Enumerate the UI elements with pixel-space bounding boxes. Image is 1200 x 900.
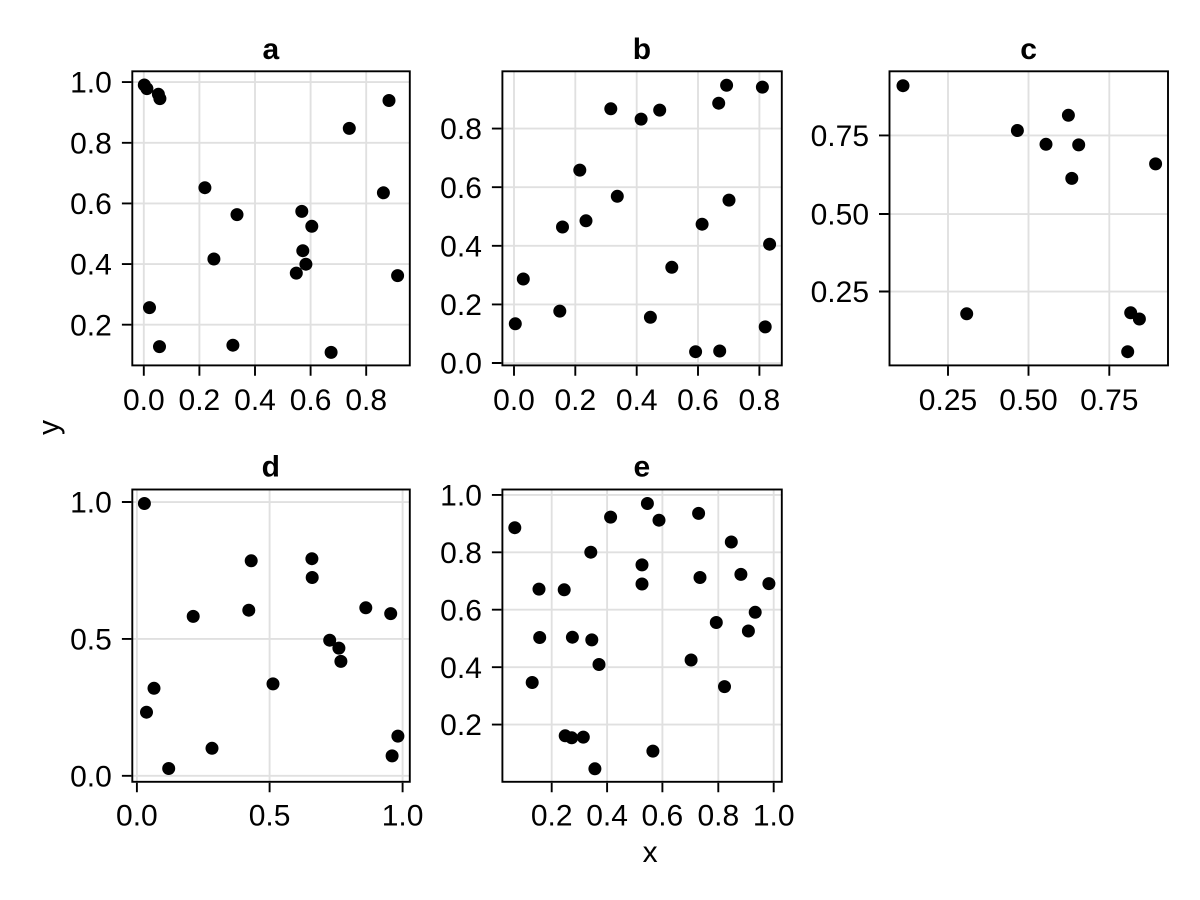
svg-text:d: d [262, 451, 280, 484]
svg-text:0.2: 0.2 [440, 709, 482, 742]
svg-text:x: x [643, 836, 658, 869]
svg-text:0.2: 0.2 [531, 799, 573, 832]
svg-text:0.4: 0.4 [586, 799, 628, 832]
svg-text:0.6: 0.6 [677, 384, 719, 417]
svg-text:0.0: 0.0 [440, 348, 482, 381]
svg-text:0.6: 0.6 [440, 172, 482, 205]
svg-text:1.0: 1.0 [753, 799, 795, 832]
svg-text:0.4: 0.4 [234, 384, 276, 417]
svg-text:0.5: 0.5 [70, 624, 112, 657]
svg-text:0.75: 0.75 [811, 120, 869, 153]
svg-text:0.8: 0.8 [739, 384, 781, 417]
svg-text:1.0: 1.0 [440, 480, 482, 513]
svg-text:0.4: 0.4 [440, 652, 482, 685]
svg-text:0.6: 0.6 [290, 384, 332, 417]
svg-text:0.2: 0.2 [179, 384, 221, 417]
svg-text:0.25: 0.25 [811, 276, 869, 309]
svg-text:0.4: 0.4 [70, 249, 112, 282]
svg-text:0.8: 0.8 [440, 113, 482, 146]
svg-text:0.2: 0.2 [70, 309, 112, 342]
svg-text:a: a [262, 33, 279, 66]
svg-text:0.75: 0.75 [1080, 384, 1138, 417]
svg-text:e: e [634, 451, 651, 484]
svg-text:0.50: 0.50 [811, 199, 869, 232]
svg-text:0.6: 0.6 [440, 594, 482, 627]
svg-text:0.8: 0.8 [70, 127, 112, 160]
svg-text:0.25: 0.25 [919, 384, 977, 417]
svg-text:0.2: 0.2 [554, 384, 596, 417]
svg-text:0.6: 0.6 [70, 188, 112, 221]
svg-text:0.0: 0.0 [493, 384, 535, 417]
svg-text:0.0: 0.0 [70, 760, 112, 793]
svg-text:0.4: 0.4 [440, 230, 482, 263]
svg-text:1.0: 1.0 [382, 799, 424, 832]
svg-text:0.2: 0.2 [440, 289, 482, 322]
svg-text:c: c [1020, 33, 1037, 66]
svg-text:0.0: 0.0 [116, 799, 158, 832]
svg-text:0.8: 0.8 [697, 799, 739, 832]
svg-text:1.0: 1.0 [70, 487, 112, 520]
svg-text:0.5: 0.5 [249, 799, 291, 832]
svg-text:0.0: 0.0 [123, 384, 165, 417]
svg-text:y: y [33, 420, 66, 435]
svg-text:0.8: 0.8 [440, 537, 482, 570]
svg-text:b: b [633, 33, 651, 66]
svg-text:0.4: 0.4 [616, 384, 658, 417]
svg-text:0.8: 0.8 [345, 384, 387, 417]
svg-text:0.6: 0.6 [642, 799, 684, 832]
svg-text:0.50: 0.50 [999, 384, 1057, 417]
svg-text:1.0: 1.0 [70, 67, 112, 100]
